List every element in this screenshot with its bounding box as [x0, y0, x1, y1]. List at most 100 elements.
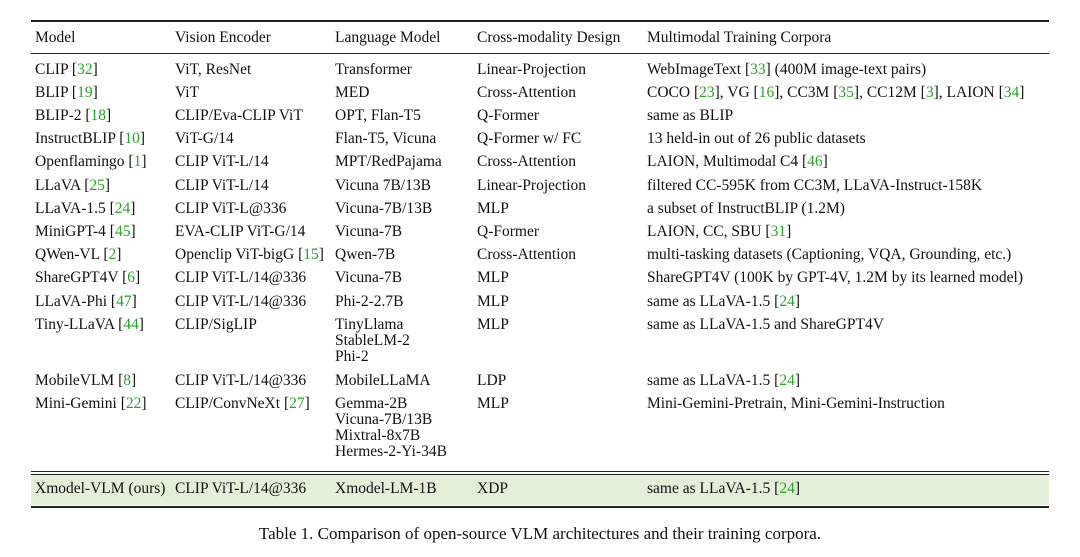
header-model: Model [35, 29, 76, 46]
citation-link[interactable]: 35 [838, 84, 854, 101]
cell-model: LLaVA-1.5 [24] [35, 200, 136, 217]
header-corpora: Multimodal Training Corpora [647, 29, 832, 46]
cell-model: LLaVA [25] [35, 177, 111, 194]
citation-link[interactable]: 27 [289, 395, 305, 412]
cell-language-model: Vicuna-7B/13B [335, 200, 433, 217]
citation-link[interactable]: 32 [77, 61, 93, 78]
cell-cross-modality: Linear-Projection [477, 61, 587, 78]
cell-model: Tiny-LLaVA [44] [35, 316, 144, 333]
cell-model: MiniGPT-4 [45] [35, 223, 136, 240]
citation-link[interactable]: 16 [758, 84, 775, 101]
header-language-model: Language Model [335, 29, 441, 46]
cell-vision-encoder: ViT-G/14 [175, 130, 234, 147]
citation-link[interactable]: 25 [89, 177, 105, 194]
citation-link[interactable]: 44 [123, 316, 139, 333]
cell-language-model: Phi-2-2.7B [335, 293, 404, 310]
cell-corpora: same as BLIP [647, 107, 734, 124]
cell-vision-encoder: CLIP ViT-L/14@336 [175, 269, 307, 286]
citation-link[interactable]: 34 [1003, 84, 1020, 101]
cell-corpora: COCO [23], VG [16], CC3M [35], CC12M [3]… [647, 84, 1025, 101]
citation-link[interactable]: 47 [116, 293, 132, 310]
cell-vision-encoder: CLIP ViT-L@336 [175, 200, 287, 217]
citation-link[interactable]: 15 [303, 246, 319, 263]
table-caption: Table 1. Comparison of open-source VLM a… [258, 524, 822, 543]
cell-vision-encoder: Openclip ViT-bigG [15] [175, 246, 324, 263]
citation-link[interactable]: 10 [124, 130, 140, 147]
citation-link[interactable]: 46 [807, 153, 823, 170]
cell-vision-encoder: CLIP ViT-L/14 [175, 153, 269, 170]
cell-corpora: filtered CC-595K from CC3M, LLaVA-Instru… [647, 177, 983, 194]
bottom-rule [31, 506, 1049, 508]
cell-corpora: a subset of InstructBLIP (1.2M) [647, 200, 845, 217]
cell-vision-encoder: ViT [175, 84, 200, 101]
cell-cross-modality: MLP [477, 316, 509, 333]
citation-link[interactable]: 45 [114, 223, 131, 240]
mid-rule-2 [31, 474, 1049, 475]
cell-corpora: LAION, CC, SBU [31] [647, 223, 792, 240]
cell-cross-modality: MLP [477, 395, 509, 412]
header-vision-encoder: Vision Encoder [175, 29, 271, 46]
cell-corpora: same as LLaVA-1.5 [24] [647, 293, 800, 310]
cell-cross-modality: Q-Former [477, 107, 539, 124]
cell-language-model: Transformer [335, 61, 412, 78]
cell-model: ShareGPT4V [6] [35, 269, 141, 286]
cell-cross-modality: Linear-Projection [477, 177, 587, 194]
cell-cross-modality: Cross-Attention [477, 246, 577, 263]
cell-language-model: MED [335, 84, 370, 101]
cell-vision-encoder: CLIP/SigLIP [175, 316, 257, 333]
citation-link[interactable]: 8 [123, 372, 132, 389]
header-rule [31, 53, 1049, 54]
cell-vision-encoder: CLIP ViT-L/14@336 [175, 480, 307, 497]
cell-language-model: Xmodel-LM-1B [335, 480, 437, 497]
cell-model: QWen-VL [2] [35, 246, 122, 263]
cell-vision-encoder: CLIP ViT-L/14@336 [175, 293, 307, 310]
cell-language-model: MPT/RedPajama [335, 153, 442, 170]
cell-cross-modality: XDP [477, 480, 509, 497]
cell-vision-encoder: EVA-CLIP ViT-G/14 [175, 223, 306, 240]
cell-model: LLaVA-Phi [47] [35, 293, 137, 310]
top-rule [31, 20, 1049, 22]
cell-model: BLIP [19] [35, 84, 98, 101]
cell-model: BLIP-2 [18] [35, 107, 112, 124]
cell-model: Openflamingo [1] [35, 153, 147, 170]
cell-vision-encoder: ViT, ResNet [175, 61, 252, 78]
citation-link[interactable]: 19 [77, 84, 93, 101]
citation-link[interactable]: 33 [750, 61, 766, 78]
cell-language-model: TinyLlama StableLM-2 Phi-2 [335, 316, 410, 365]
cell-model: CLIP [32] [35, 61, 98, 78]
citation-link[interactable]: 24 [779, 372, 795, 389]
cell-corpora: same as LLaVA-1.5 [24] [647, 372, 800, 389]
cell-language-model: MobileLLaMA [335, 372, 431, 389]
citation-link[interactable]: 24 [779, 480, 795, 497]
cell-vision-encoder: CLIP/Eva-CLIP ViT [175, 107, 303, 124]
cell-cross-modality: Cross-Attention [477, 84, 577, 101]
cell-vision-encoder: CLIP ViT-L/14 [175, 177, 269, 194]
cell-cross-modality: Cross-Attention [477, 153, 577, 170]
cell-corpora: Mini-Gemini-Pretrain, Mini-Gemini-Instru… [647, 395, 945, 412]
cell-cross-modality: LDP [477, 372, 507, 389]
cell-corpora: 13 held-in out of 26 public datasets [647, 130, 866, 147]
citation-link[interactable]: 24 [779, 293, 795, 310]
citation-link[interactable]: 23 [699, 84, 715, 101]
citation-link[interactable]: 24 [114, 200, 131, 217]
cell-cross-modality: MLP [477, 293, 509, 310]
cell-language-model: Flan-T5, Vicuna [335, 130, 437, 147]
cell-corpora: multi-tasking datasets (Captioning, VQA,… [647, 246, 1012, 263]
cell-corpora: same as LLaVA-1.5 and ShareGPT4V [647, 316, 884, 333]
cell-corpora: ShareGPT4V (100K by GPT-4V, 1.2M by its … [647, 269, 1023, 286]
cell-model: MobileVLM [8] [35, 372, 137, 389]
cell-corpora: same as LLaVA-1.5 [24] [647, 480, 800, 497]
citation-link[interactable]: 22 [125, 395, 142, 412]
citation-link[interactable]: 31 [770, 223, 787, 240]
cell-language-model: Vicuna-7B [335, 269, 403, 286]
cell-language-model: Gemma-2B Vicuna-7B/13B Mixtral-8x7B Herm… [335, 395, 447, 460]
citation-link[interactable]: 3 [925, 84, 934, 101]
cell-language-model: Vicuna 7B/13B [335, 177, 431, 194]
citation-link[interactable]: 2 [108, 246, 117, 263]
citation-link[interactable]: 6 [127, 269, 136, 286]
cell-vision-encoder: CLIP/ConvNeXt [27] [175, 395, 310, 412]
citation-link[interactable]: 18 [90, 107, 107, 124]
citation-link[interactable]: 1 [133, 153, 142, 170]
cell-corpora: WebImageText [33] (400M image-text pairs… [647, 61, 927, 78]
